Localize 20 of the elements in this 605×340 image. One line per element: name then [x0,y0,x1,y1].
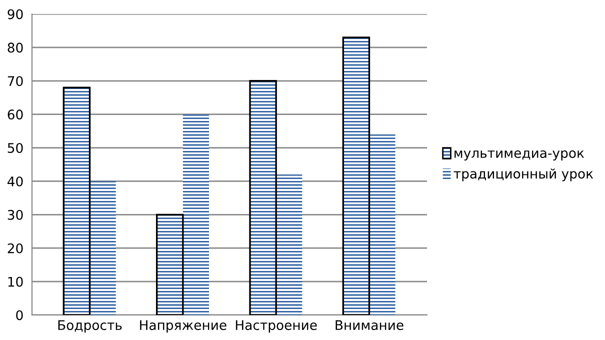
y-tick-label: 90 [8,9,23,20]
legend-label: традиционный урок [454,168,594,182]
y-tick-label: 10 [8,276,23,287]
x-tick-label: Внимание [336,320,404,330]
bar [182,114,210,315]
y-tick-label: 30 [8,210,23,220]
x-tick-label: Настроение [236,320,317,333]
y-tick-label: 20 [8,243,23,254]
y-tick-label: 70 [8,76,23,86]
bar [276,174,302,315]
y-tick-label: 60 [8,110,23,120]
y-tick-label: 0 [16,310,23,320]
y-tick-label: 80 [8,42,23,53]
x-tick-label: Напряжение [140,320,226,333]
y-tick-label: 50 [8,143,23,153]
legend-label: мультимедиа-урок [454,150,584,161]
bar [90,181,116,315]
y-tick-label: 40 [8,176,23,186]
bar [369,134,396,315]
x-tick-label: Бодрость [58,320,122,333]
